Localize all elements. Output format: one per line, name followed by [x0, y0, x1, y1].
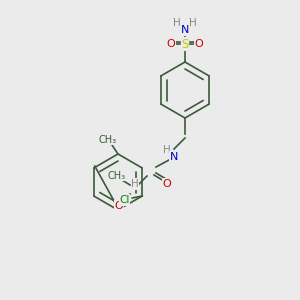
Text: H: H: [189, 18, 197, 28]
Text: H: H: [163, 145, 171, 155]
Text: Cl: Cl: [119, 195, 129, 205]
Text: N: N: [170, 152, 178, 162]
Text: CH₃: CH₃: [99, 135, 117, 145]
Text: O: O: [115, 201, 123, 211]
Text: N: N: [181, 25, 189, 35]
Text: S: S: [181, 38, 189, 50]
Text: O: O: [195, 39, 203, 49]
Text: CH₃: CH₃: [108, 171, 126, 181]
Text: O: O: [167, 39, 176, 49]
Text: H: H: [131, 179, 139, 189]
Text: O: O: [163, 179, 171, 189]
Text: H: H: [173, 18, 181, 28]
